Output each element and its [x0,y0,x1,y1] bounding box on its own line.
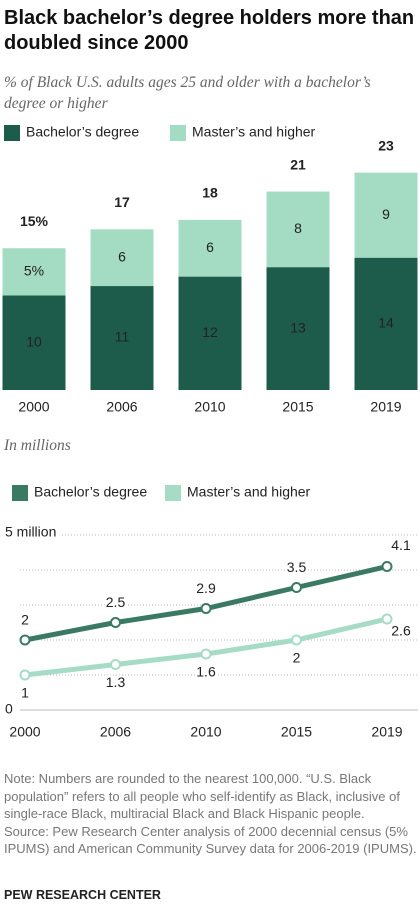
x-tick-label: 2015 [282,399,313,415]
point [291,582,302,593]
value-label: 1.3 [106,674,126,690]
bar-segment [90,286,154,390]
value-label: 3.5 [287,559,307,575]
point [19,634,31,646]
x-tick-label: 2015 [281,724,312,740]
note-block: Note: Numbers are rounded to the nearest… [4,770,418,858]
total-label: 17 [114,194,130,210]
legend-label: Master’s and higher [187,484,311,500]
point [110,617,121,628]
total-label: 21 [290,156,306,172]
point [381,613,393,625]
legend-swatch [4,125,20,141]
value-label: 10 [26,333,42,349]
value-label: 6 [118,248,126,264]
x-tick-label: 2019 [370,399,401,415]
credit: PEW RESEARCH CENTER [4,888,161,902]
legend-swatch [165,485,181,501]
chart-subtitle: In millions [4,437,71,454]
note: Note: Numbers are rounded to the nearest… [4,771,400,821]
bar-segment [2,295,66,390]
bar-segment [354,172,418,258]
value-label: 9 [382,206,390,222]
point [110,659,121,670]
legend-label: Bachelor’s degree [34,484,147,500]
point [381,561,393,572]
value-label: 4.1 [391,537,411,553]
source: Source: Pew Research Center analysis of … [4,823,417,857]
point [200,603,212,614]
x-tick-label: 2010 [194,399,225,415]
value-label: 2 [21,612,29,628]
bar-segment [266,267,330,390]
value-label: 2 [293,650,301,666]
y-tick-label: 0 [5,701,13,717]
legend-label: Bachelor’s degree [26,124,139,140]
value-label: 5% [24,263,44,279]
value-label: 1.6 [196,664,216,680]
value-label: 1 [21,685,29,701]
legend-swatch [170,125,186,141]
x-tick-label: 2000 [18,399,49,415]
total-label: 23 [378,137,394,153]
y-tick-label: 5 million [5,524,56,540]
point [291,634,302,646]
point [19,669,31,681]
chart-title: Black bachelor’s degree holders more tha… [4,7,415,54]
bar-segment [178,219,242,277]
total-label: 18 [202,185,218,201]
legend-swatch [12,485,28,501]
value-label: 6 [206,239,214,255]
x-tick-label: 2006 [106,399,137,415]
value-label: 12 [202,324,218,340]
x-tick-label: 2010 [190,724,221,740]
legend-label: Master’s and higher [192,124,316,140]
x-tick-label: 2019 [371,724,402,740]
x-tick-label: 2000 [9,724,40,740]
value-label: 8 [294,220,302,236]
bar-segment [354,257,418,390]
value-label: 11 [115,329,130,345]
value-label: 13 [290,319,306,335]
value-label: 2.5 [106,594,126,610]
bar-segment [90,229,154,287]
bar-segment [266,191,330,268]
chart-subtitle: % of Black U.S. adults ages 25 and older… [4,74,371,112]
x-tick-label: 2006 [100,724,131,740]
bar-segment [2,248,66,296]
value-label: 2.6 [391,623,411,639]
value-label: 14 [378,315,394,331]
value-label: 2.9 [196,580,216,596]
point [200,648,212,660]
bar-segment [178,276,242,390]
total-label: 15% [20,213,49,229]
